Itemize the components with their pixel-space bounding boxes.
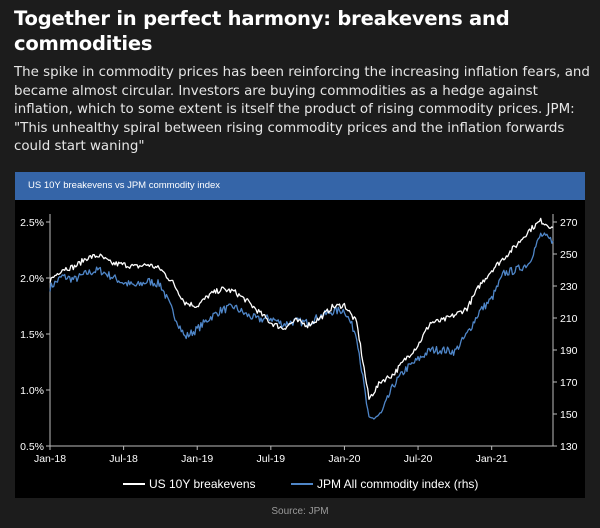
x-tick-label: Jan-20 [328,453,360,465]
x-tick-label: Jul-20 [404,453,433,465]
chart-header-bar: US 10Y breakevens vs JPM commodity index [15,172,585,200]
left-tick-label: 2.5% [20,217,44,229]
headline: Together in perfect harmony: breakevens … [14,7,510,55]
legend-label-commodity-index: JPM All commodity index (rhs) [317,477,478,491]
chart-title: US 10Y breakevens vs JPM commodity index [28,180,221,191]
right-tick-label: 210 [560,313,578,325]
source-note: Source: JPM [271,506,329,517]
left-tick-label: 1.0% [20,385,44,397]
right-tick-label: 270 [560,217,578,229]
left-tick-label: 1.5% [20,329,44,341]
line-chart: 0.5% 1.0% 1.5% 2.0% 2.5% 130 150 170 190 210 230 25… [20,214,578,491]
x-tick-label: Jul-19 [257,453,286,465]
x-tick-label: Jan-18 [34,453,66,465]
left-tick-label: 2.0% [20,273,44,285]
right-tick-label: 250 [560,249,578,261]
right-tick-label: 230 [560,281,578,293]
legend-label-breakevens: US 10Y breakevens [149,477,256,491]
series-line-breakevens [49,217,554,400]
left-tick-label: 0.5% [20,441,44,453]
intro-paragraph: The spike in commodity prices has been r… [14,65,590,154]
right-tick-label: 150 [560,409,578,421]
x-tick-label: Jul-18 [109,453,138,465]
right-tick-label: 170 [560,377,578,389]
series-line-commodity-index [49,232,554,420]
chart-panel: US 10Y breakevens vs JPM commodity index… [15,172,585,498]
right-tick-label: 130 [560,441,578,453]
x-tick-label: Jan-21 [476,453,508,465]
right-tick-label: 190 [560,345,578,357]
x-tick-label: Jan-19 [181,453,213,465]
